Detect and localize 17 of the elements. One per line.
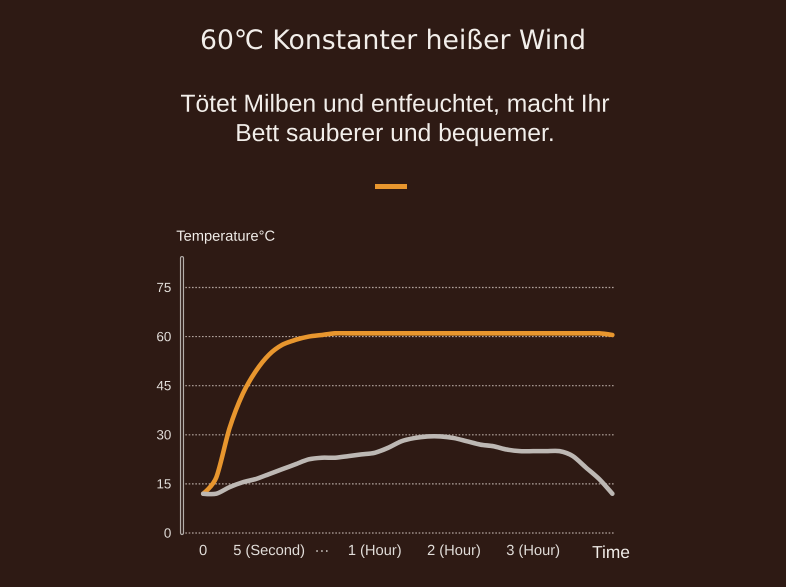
chart-subtitle: Tötet Milben und entfeuchtet, macht Ihr Bett sauberer und bequemer.: [180, 94, 610, 146]
y-tick-label: 45: [156, 381, 171, 390]
x-axis-title: Time: [592, 545, 630, 558]
x-tick-label: 0: [200, 544, 207, 556]
y-tick-label: 0: [164, 528, 171, 538]
y-tick-label: 15: [157, 479, 171, 489]
y-axis-title: Temperature°C: [176, 230, 275, 244]
chart-title: 60℃ Konstanter heißer Wind: [202, 28, 584, 50]
x-tick-label: ···: [316, 550, 328, 552]
x-tick-label: 2 (Hour): [428, 544, 480, 558]
x-tick-label: 1 (Hour): [348, 544, 401, 558]
y-tick-label: 60: [157, 332, 171, 342]
line-series: [200, 434, 615, 496]
x-tick-label: 3 (Hour): [506, 544, 560, 558]
y-tick-label: 30: [156, 430, 171, 440]
x-tick-label: 5 (Second): [234, 544, 304, 558]
y-tick-label: 75: [157, 282, 171, 292]
